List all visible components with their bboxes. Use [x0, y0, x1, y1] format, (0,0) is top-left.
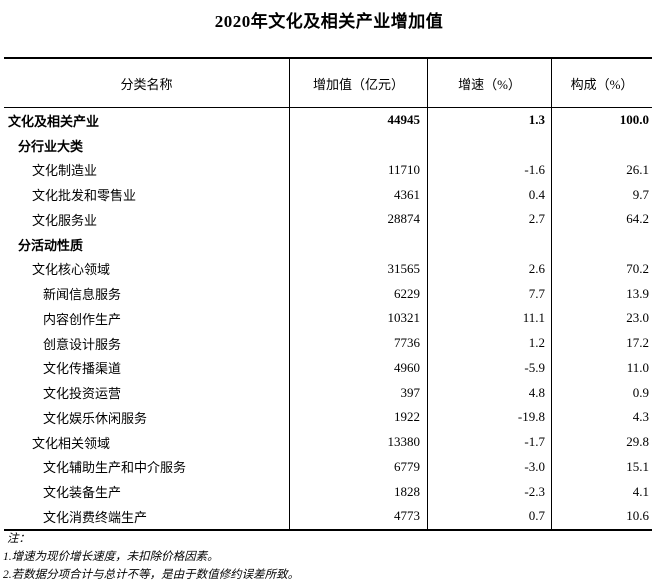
- growth-cell: 2.6: [428, 256, 552, 282]
- table-row: 创意设计服务 7736 1.2 17.2: [4, 330, 652, 356]
- value-cell: 10321: [290, 306, 428, 331]
- category-cell: 文化批发和零售业: [4, 182, 290, 207]
- value-cell: 31565: [290, 256, 428, 282]
- value-cell: 13380: [290, 429, 428, 455]
- growth-cell: 11.1: [428, 306, 552, 331]
- share-cell: 64.2: [626, 211, 649, 227]
- category-cell: 文化服务业: [4, 207, 290, 232]
- category-cell: 文化消费终端生产: [4, 504, 290, 529]
- table-row: 文化辅助生产和中介服务 6779 -3.0 15.1: [4, 454, 652, 480]
- table-row: 文化相关领域 13380 -1.7 29.8: [4, 429, 652, 455]
- share-cell: 15.1: [626, 458, 649, 474]
- table-row: 文化制造业 11710 -1.6 26.1: [4, 157, 652, 183]
- share-cell: 17.2: [626, 335, 649, 351]
- growth-cell: 1.3: [428, 108, 552, 133]
- growth-cell: -2.3: [428, 479, 552, 504]
- share-cell: 23.0: [626, 310, 649, 326]
- value-cell: 397: [290, 380, 428, 405]
- share-cell: 0.9: [632, 384, 649, 400]
- growth-cell: 4.8: [428, 380, 552, 405]
- value-cell: 4361: [290, 182, 428, 207]
- share-cell: 4.3: [632, 409, 649, 425]
- column-header-category: 分类名称: [4, 59, 290, 107]
- share-cell: 26.1: [626, 161, 649, 177]
- footnotes: 注： 1.增速为现价增长速度，未扣除价格因素。 2.若数据分项合计与总计不等，是由…: [3, 530, 653, 584]
- category-cell: 文化辅助生产和中介服务: [4, 454, 290, 480]
- share-cell: 70.2: [626, 260, 649, 276]
- table-body: 文化及相关产业 44945 1.3 100.0 分行业大类 文化制造业 11710 -1.6 2…: [4, 108, 652, 531]
- share-cell: 100.0: [619, 112, 649, 128]
- footnote-label: 注：: [7, 533, 30, 545]
- share-cell: [552, 232, 652, 257]
- category-cell: 创意设计服务: [4, 330, 290, 356]
- share-cell: 9.7: [632, 186, 649, 202]
- footnote-line: 1.增速为现价增长速度，未扣除价格因素。: [3, 551, 219, 563]
- category-cell: 内容创作生产: [4, 306, 290, 331]
- table-row: 文化核心领域 31565 2.6 70.2: [4, 256, 652, 282]
- category-cell: 文化娱乐休闲服务: [4, 405, 290, 430]
- table-row: 文化装备生产 1828 -2.3 4.1: [4, 479, 652, 504]
- category-cell: 文化及相关产业: [4, 108, 290, 133]
- table-row: 分行业大类: [4, 132, 652, 158]
- growth-cell: [428, 231, 552, 257]
- column-header-share: 构成（%）: [570, 76, 634, 92]
- category-cell: 文化核心领域: [4, 256, 290, 282]
- table-header-row: 分类名称 增加值（亿元） 增速（%） 构成（%）: [4, 57, 652, 108]
- table-row: 文化投资运营 397 4.8 0.9: [4, 380, 652, 405]
- growth-cell: -3.0: [428, 454, 552, 480]
- value-cell: 4960: [290, 355, 428, 381]
- growth-cell: 0.4: [428, 182, 552, 207]
- category-cell: 文化传播渠道: [4, 355, 290, 381]
- table-row: 文化批发和零售业 4361 0.4 9.7: [4, 182, 652, 207]
- value-cell: 1828: [290, 479, 428, 504]
- growth-cell: -1.7: [428, 429, 552, 455]
- table-row: 文化消费终端生产 4773 0.7 10.6: [4, 504, 652, 529]
- category-cell: 文化投资运营: [4, 380, 290, 405]
- value-cell: 11710: [290, 157, 428, 183]
- footnote-line: 2.若数据分项合计与总计不等，是由于数值修约误差所致。: [3, 569, 300, 581]
- table-row: 分活动性质: [4, 231, 652, 257]
- value-cell: [290, 231, 428, 257]
- growth-cell: -5.9: [428, 355, 552, 381]
- value-cell: 1922: [290, 405, 428, 430]
- table-row: 内容创作生产 10321 11.1 23.0: [4, 306, 652, 331]
- statistics-table: 分类名称 增加值（亿元） 增速（%） 构成（%） 文化及相关产业 44945 1.3…: [4, 57, 652, 531]
- growth-cell: -1.6: [428, 157, 552, 183]
- page-title: 2020年文化及相关产业增加值: [214, 12, 444, 31]
- growth-cell: 2.7: [428, 207, 552, 232]
- category-cell: 分行业大类: [4, 132, 290, 158]
- category-cell: 文化制造业: [4, 157, 290, 183]
- column-header-growth: 增速（%）: [428, 59, 552, 107]
- share-cell: 10.6: [626, 508, 649, 524]
- value-cell: 6229: [290, 281, 428, 306]
- growth-cell: 1.2: [428, 330, 552, 356]
- category-cell: 文化相关领域: [4, 429, 290, 455]
- share-cell: 29.8: [626, 434, 649, 450]
- column-header-value: 增加值（亿元）: [290, 59, 428, 107]
- table-row: 新闻信息服务 6229 7.7 13.9: [4, 281, 652, 306]
- footnote-items: 1.增速为现价增长速度，未扣除价格因素。 2.若数据分项合计与总计不等，是由于数值…: [3, 548, 653, 584]
- category-cell: 新闻信息服务: [4, 281, 290, 306]
- growth-cell: 7.7: [428, 281, 552, 306]
- value-cell: [290, 132, 428, 158]
- growth-cell: -19.8: [428, 405, 552, 430]
- share-cell: 4.1: [632, 483, 649, 499]
- share-cell: 11.0: [626, 359, 649, 375]
- share-cell: 13.9: [626, 285, 649, 301]
- value-cell: 6779: [290, 454, 428, 480]
- table-row: 文化服务业 28874 2.7 64.2: [4, 207, 652, 232]
- value-cell: 7736: [290, 330, 428, 356]
- value-cell: 4773: [290, 504, 428, 529]
- value-cell: 28874: [290, 207, 428, 232]
- value-cell: 44945: [290, 108, 428, 133]
- table-row: 文化娱乐休闲服务 1922 -19.8 4.3: [4, 405, 652, 430]
- share-cell: [552, 133, 652, 158]
- growth-cell: 0.7: [428, 504, 552, 529]
- growth-cell: [428, 132, 552, 158]
- table-row: 文化传播渠道 4960 -5.9 11.0: [4, 355, 652, 381]
- category-cell: 文化装备生产: [4, 479, 290, 504]
- category-cell: 分活动性质: [4, 231, 290, 257]
- table-row: 文化及相关产业 44945 1.3 100.0: [4, 108, 652, 133]
